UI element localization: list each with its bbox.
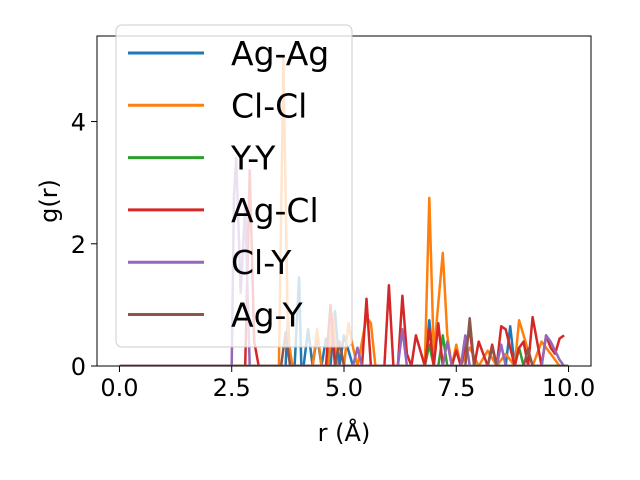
series-line-ag-cl — [119, 169, 565, 366]
y-tick-label: 0 — [71, 353, 86, 381]
legend: Ag-Ag Cl-Cl Y-Y Ag-Cl Cl-Y Ag-Y — [115, 24, 353, 348]
legend-label-ag-y: Ag-Y — [231, 296, 304, 335]
legend-label-ag-ag: Ag-Ag — [231, 34, 329, 73]
x-tick-label: 2.5 — [213, 374, 251, 402]
x-axis-label: r (Å) — [318, 418, 371, 447]
x-tick-label: 10.0 — [542, 374, 595, 402]
x-axis: 0.0 2.5 5.0 7.5 10.0 — [100, 366, 595, 402]
y-tick-label: 4 — [71, 109, 86, 137]
x-tick-label: 7.5 — [437, 374, 475, 402]
x-tick-label: 5.0 — [325, 374, 363, 402]
y-axis: 0 2 4 — [71, 109, 97, 381]
legend-label-y-y: Y-Y — [230, 139, 276, 178]
y-tick-label: 2 — [71, 231, 86, 259]
legend-label-cl-cl: Cl-Cl — [231, 86, 307, 125]
legend-label-cl-y: Cl-Y — [231, 243, 292, 282]
legend-label-ag-cl: Ag-Cl — [231, 191, 319, 230]
x-tick-label: 0.0 — [100, 374, 138, 402]
y-axis-label: g(r) — [35, 179, 63, 223]
series-line-ag-y — [119, 317, 569, 366]
